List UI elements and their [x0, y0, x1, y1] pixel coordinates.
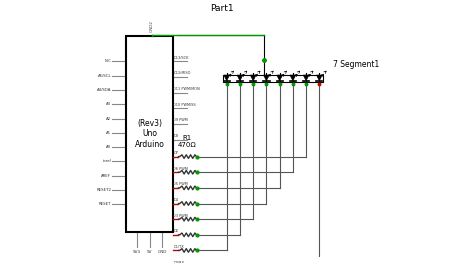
- Text: 5V3: 5V3: [133, 250, 141, 254]
- Bar: [127, 36, 173, 231]
- Text: D5 PWM: D5 PWM: [173, 182, 188, 186]
- Text: RESET2: RESET2: [96, 188, 111, 192]
- Text: D13/SCK: D13/SCK: [173, 56, 189, 60]
- Text: 7 Segment1: 7 Segment1: [334, 60, 380, 69]
- Text: Part1: Part1: [210, 4, 233, 13]
- Text: D2: D2: [173, 229, 178, 233]
- Text: D4: D4: [173, 198, 178, 202]
- Polygon shape: [317, 75, 322, 81]
- Text: D6 PWM: D6 PWM: [173, 167, 188, 171]
- Polygon shape: [290, 75, 296, 81]
- Text: A2: A2: [106, 117, 111, 120]
- Polygon shape: [303, 75, 309, 81]
- Polygon shape: [224, 75, 229, 81]
- Text: A4/SDA: A4/SDA: [97, 88, 111, 92]
- Text: A0: A0: [106, 145, 111, 149]
- Text: D0/RX: D0/RX: [173, 261, 184, 263]
- Text: ioref: ioref: [102, 159, 111, 163]
- Bar: [223, 75, 323, 82]
- Text: D3 PWM: D3 PWM: [173, 214, 188, 218]
- Text: (Rev3)
Uno
Arduino: (Rev3) Uno Arduino: [135, 119, 164, 149]
- Text: D1/TX: D1/TX: [173, 245, 184, 249]
- Polygon shape: [237, 75, 243, 81]
- Text: D8: D8: [173, 134, 178, 138]
- Text: N/C: N/C: [104, 59, 111, 63]
- Polygon shape: [250, 75, 256, 81]
- Text: A1: A1: [106, 131, 111, 135]
- Polygon shape: [277, 75, 283, 81]
- Text: D12/MISO: D12/MISO: [173, 71, 191, 75]
- Text: A3: A3: [106, 102, 111, 106]
- Text: RESET: RESET: [99, 202, 111, 206]
- Polygon shape: [264, 75, 269, 81]
- Text: D9 PWM: D9 PWM: [173, 118, 188, 122]
- Text: D11 PWM/MOSI: D11 PWM/MOSI: [173, 87, 201, 91]
- Text: GND2: GND2: [150, 20, 154, 32]
- Text: AREF: AREF: [101, 174, 111, 178]
- Text: D7: D7: [173, 151, 178, 155]
- Text: GND: GND: [158, 250, 167, 254]
- Text: A5/SCL: A5/SCL: [98, 74, 111, 78]
- Text: 5V: 5V: [147, 250, 152, 254]
- Text: D10 PWM/SS: D10 PWM/SS: [173, 103, 196, 107]
- Text: R1
470Ω: R1 470Ω: [178, 135, 197, 148]
